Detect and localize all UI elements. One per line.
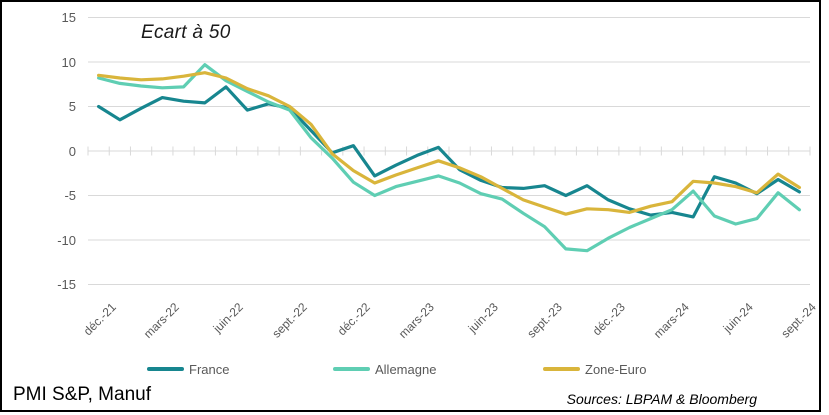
y-axis-label-5: 5 (68, 99, 76, 114)
legend-item-zone-euro: Zone-Euro (543, 361, 646, 377)
legend-swatch-zone-euro (543, 367, 580, 371)
legend-item-allemagne: Allemagne (333, 361, 436, 377)
series-lines (96, 63, 802, 253)
y-axis-label-0: 0 (68, 143, 76, 159)
sources-note: Sources: LBPAM & Bloomberg (566, 391, 757, 407)
legend-swatch-france (147, 367, 184, 371)
series-line-allemagne (96, 63, 802, 253)
legend-label-zone-euro: Zone-Euro (585, 361, 647, 377)
legend-label-allemagne: Allemagne (375, 361, 437, 377)
y-axis-label-15: 15 (61, 10, 76, 25)
gridlines (88, 17, 810, 285)
x-axis-ticks (87, 146, 811, 156)
series-line-zone-euro (96, 71, 802, 216)
legend-item-france: France (147, 361, 229, 377)
legend-label-france: France (189, 361, 230, 377)
legend-swatch-allemagne (333, 367, 370, 371)
y-axis-label--15: -15 (57, 277, 76, 292)
y-axis-label-10: 10 (61, 54, 76, 70)
y-axis-label--10: -10 (57, 232, 76, 248)
series-line-france (96, 85, 802, 219)
y-axis-label--5: -5 (64, 188, 76, 203)
footer-note: PMI S&P, Manuf (13, 384, 151, 405)
chart-title: Ecart à 50 (141, 22, 231, 43)
